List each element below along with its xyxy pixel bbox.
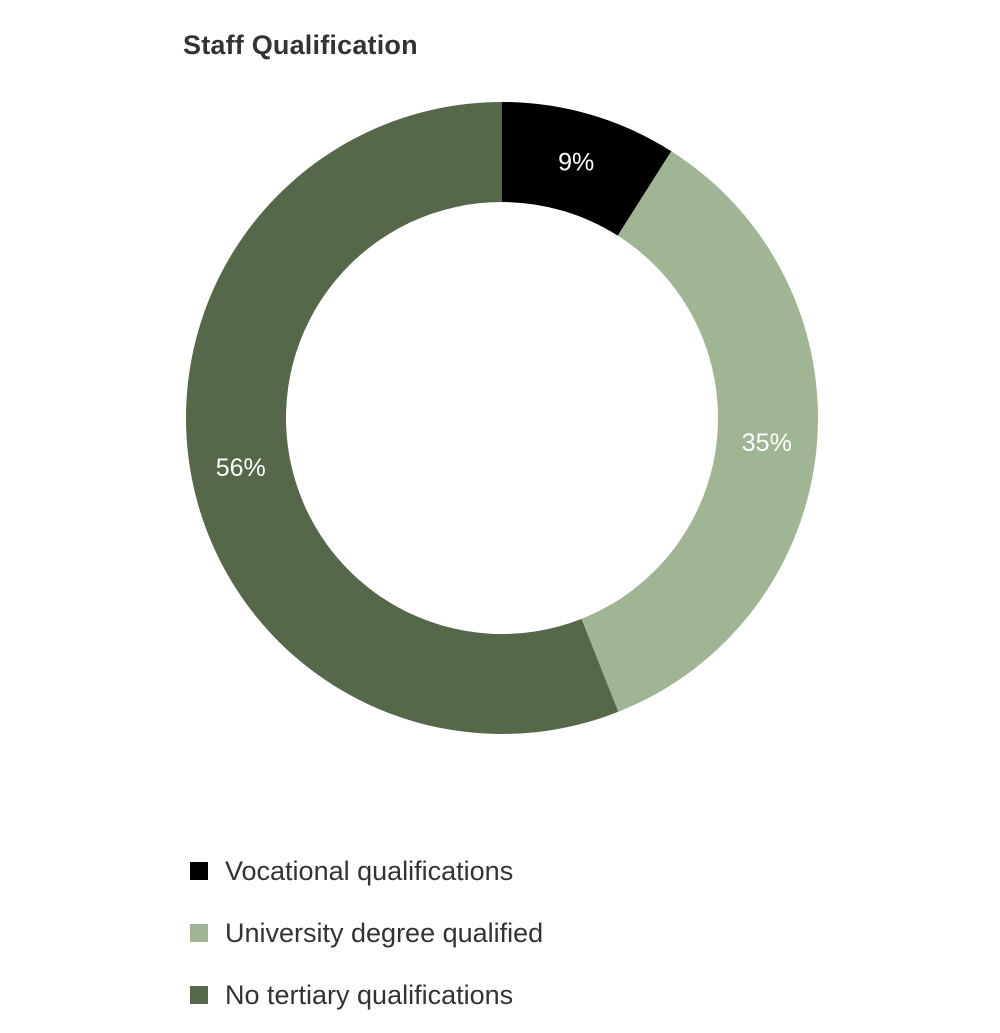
chart-legend: Vocational qualifications University degr… [190,840,543,1026]
slice-data-label: 35% [742,429,792,457]
slice-data-label: 9% [558,149,594,177]
legend-label: No tertiary qualifications [225,979,514,1010]
donut-slice [186,102,619,734]
legend-label: Vocational qualifications [225,855,514,886]
slice-data-label: 56% [216,454,266,482]
donut-slice [581,151,818,712]
legend-item: University degree qualified [190,902,543,964]
donut-slice [502,102,672,236]
legend-swatch [190,986,208,1004]
legend-swatch [190,924,208,942]
legend-label: University degree qualified [225,917,544,948]
legend-item: No tertiary qualifications [190,964,543,1026]
chart-title: Staff Qualification [183,30,418,60]
legend-item: Vocational qualifications [190,840,543,902]
legend-swatch [190,862,208,880]
donut-chart: 9% 35% 56% [186,102,818,734]
